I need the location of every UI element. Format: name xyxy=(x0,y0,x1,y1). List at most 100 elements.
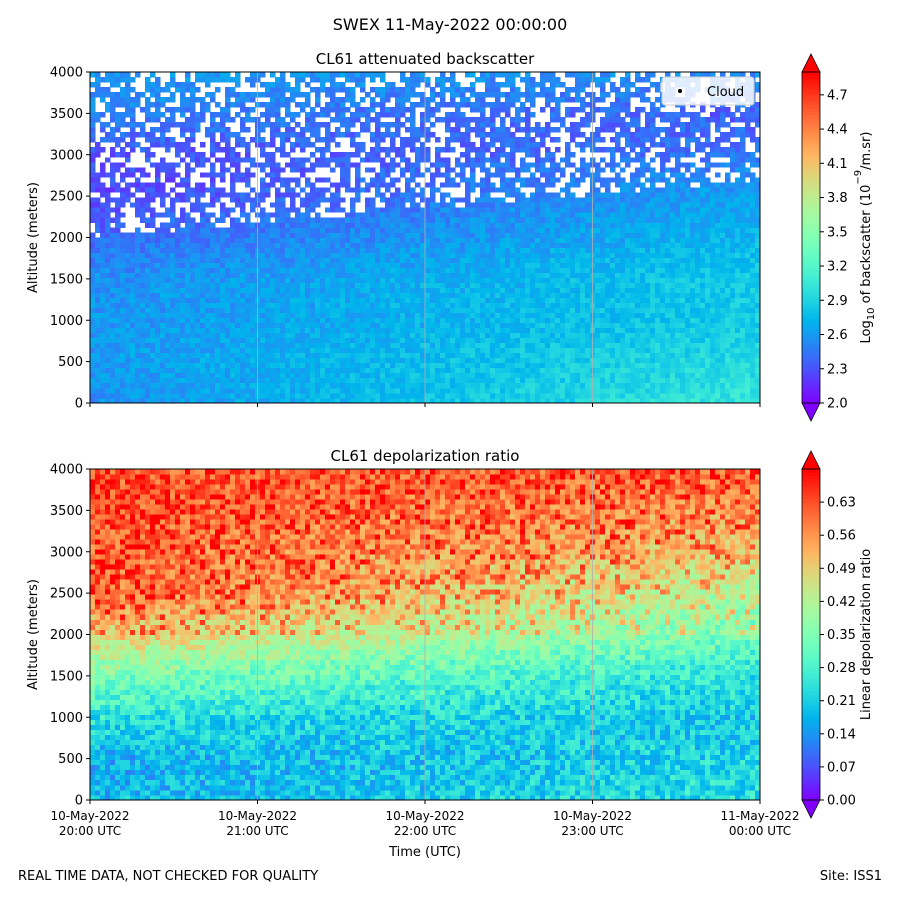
heatmap-cell xyxy=(155,362,161,369)
heatmap-cell xyxy=(480,267,486,273)
heatmap-cell xyxy=(225,337,231,344)
heatmap-cell xyxy=(225,92,231,98)
heatmap-cell xyxy=(500,227,506,233)
heatmap-cell xyxy=(375,137,381,143)
heatmap-cell xyxy=(320,177,326,183)
heatmap-cell xyxy=(410,207,416,213)
heatmap-cell xyxy=(515,192,521,198)
heatmap-cell xyxy=(200,252,206,258)
heatmap-cell xyxy=(270,237,276,243)
heatmap-cell xyxy=(410,372,416,379)
heatmap-cell xyxy=(310,192,316,198)
heatmap-cell xyxy=(125,377,131,384)
heatmap-cell xyxy=(500,362,506,369)
heatmap-cell xyxy=(290,252,296,258)
heatmap-cell xyxy=(385,197,391,203)
heatmap-cell xyxy=(310,362,316,369)
heatmap-cell xyxy=(520,397,526,404)
heatmap-cell xyxy=(180,297,186,303)
heatmap-cell xyxy=(320,392,326,399)
heatmap-cell xyxy=(305,317,311,324)
heatmap-cell xyxy=(405,277,411,283)
heatmap-cell xyxy=(130,272,136,278)
heatmap-cell xyxy=(350,372,356,379)
heatmap-cell xyxy=(415,202,421,208)
heatmap-cell xyxy=(100,257,106,263)
heatmap-cell xyxy=(505,282,511,288)
heatmap-cell xyxy=(520,362,526,369)
heatmap-cell xyxy=(410,227,416,233)
heatmap-cell xyxy=(410,162,416,168)
heatmap-cell xyxy=(445,162,451,168)
heatmap-cell xyxy=(195,152,201,158)
heatmap-cell xyxy=(410,287,416,293)
heatmap-cell xyxy=(475,317,481,324)
heatmap-cell xyxy=(355,237,361,243)
heatmap-cell xyxy=(95,187,101,193)
heatmap-cell xyxy=(95,347,101,354)
heatmap-cell xyxy=(515,197,521,203)
heatmap-cell xyxy=(410,347,416,354)
heatmap-cell xyxy=(135,337,141,344)
heatmap-cell xyxy=(130,167,136,173)
heatmap-cell xyxy=(410,127,416,133)
heatmap-cell xyxy=(105,107,111,113)
heatmap-cell xyxy=(335,262,341,268)
heatmap-cell xyxy=(90,362,96,369)
heatmap-cell xyxy=(160,242,166,248)
heatmap-cell xyxy=(285,127,291,133)
heatmap-cell xyxy=(105,222,111,228)
heatmap-cell xyxy=(510,227,516,233)
heatmap-cell xyxy=(250,367,256,374)
heatmap-cell xyxy=(295,352,301,359)
heatmap-cell xyxy=(200,232,206,238)
heatmap-cell xyxy=(240,372,246,379)
heatmap-cell xyxy=(320,217,326,223)
heatmap-cell xyxy=(425,387,431,394)
heatmap-cell xyxy=(520,162,526,168)
heatmap-cell xyxy=(285,372,291,379)
heatmap-cell xyxy=(95,252,101,258)
heatmap-cell xyxy=(495,237,501,243)
heatmap-cell xyxy=(445,192,451,198)
heatmap-cell xyxy=(285,217,291,223)
heatmap-cell xyxy=(90,117,96,123)
heatmap-cell xyxy=(305,292,311,298)
heatmap-cell xyxy=(385,262,391,268)
heatmap-cell xyxy=(445,362,451,369)
heatmap-cell xyxy=(130,352,136,359)
heatmap-cell xyxy=(145,102,151,108)
heatmap-cell xyxy=(305,362,311,369)
heatmap-cell xyxy=(390,277,396,283)
heatmap-cell xyxy=(385,287,391,293)
heatmap-cell xyxy=(510,187,516,193)
heatmap-cell xyxy=(345,72,351,78)
heatmap-cell xyxy=(470,327,476,334)
heatmap-cell xyxy=(395,307,401,314)
heatmap-cell xyxy=(400,92,406,98)
heatmap-cell xyxy=(235,77,241,83)
heatmap-cell xyxy=(480,77,486,83)
heatmap-cell xyxy=(410,282,416,288)
heatmap-cell xyxy=(480,122,486,128)
heatmap-cell xyxy=(390,177,396,183)
heatmap-cell xyxy=(405,82,411,88)
heatmap-cell xyxy=(530,277,536,283)
heatmap-cell xyxy=(370,352,376,359)
heatmap-cell xyxy=(520,277,526,283)
heatmap-cell xyxy=(350,322,356,329)
heatmap-cell xyxy=(350,232,356,238)
heatmap-cell xyxy=(220,337,226,344)
heatmap-cell xyxy=(420,292,426,298)
heatmap-cell xyxy=(200,237,206,243)
heatmap-cell xyxy=(270,317,276,324)
heatmap-cell xyxy=(475,152,481,158)
heatmap-cell xyxy=(355,177,361,183)
heatmap-cell xyxy=(490,307,496,314)
heatmap-cell xyxy=(155,177,161,183)
heatmap-cell xyxy=(500,217,506,223)
heatmap-cell xyxy=(410,382,416,389)
heatmap-cell xyxy=(415,157,421,163)
heatmap-cell xyxy=(310,77,316,83)
heatmap-cell xyxy=(460,152,466,158)
